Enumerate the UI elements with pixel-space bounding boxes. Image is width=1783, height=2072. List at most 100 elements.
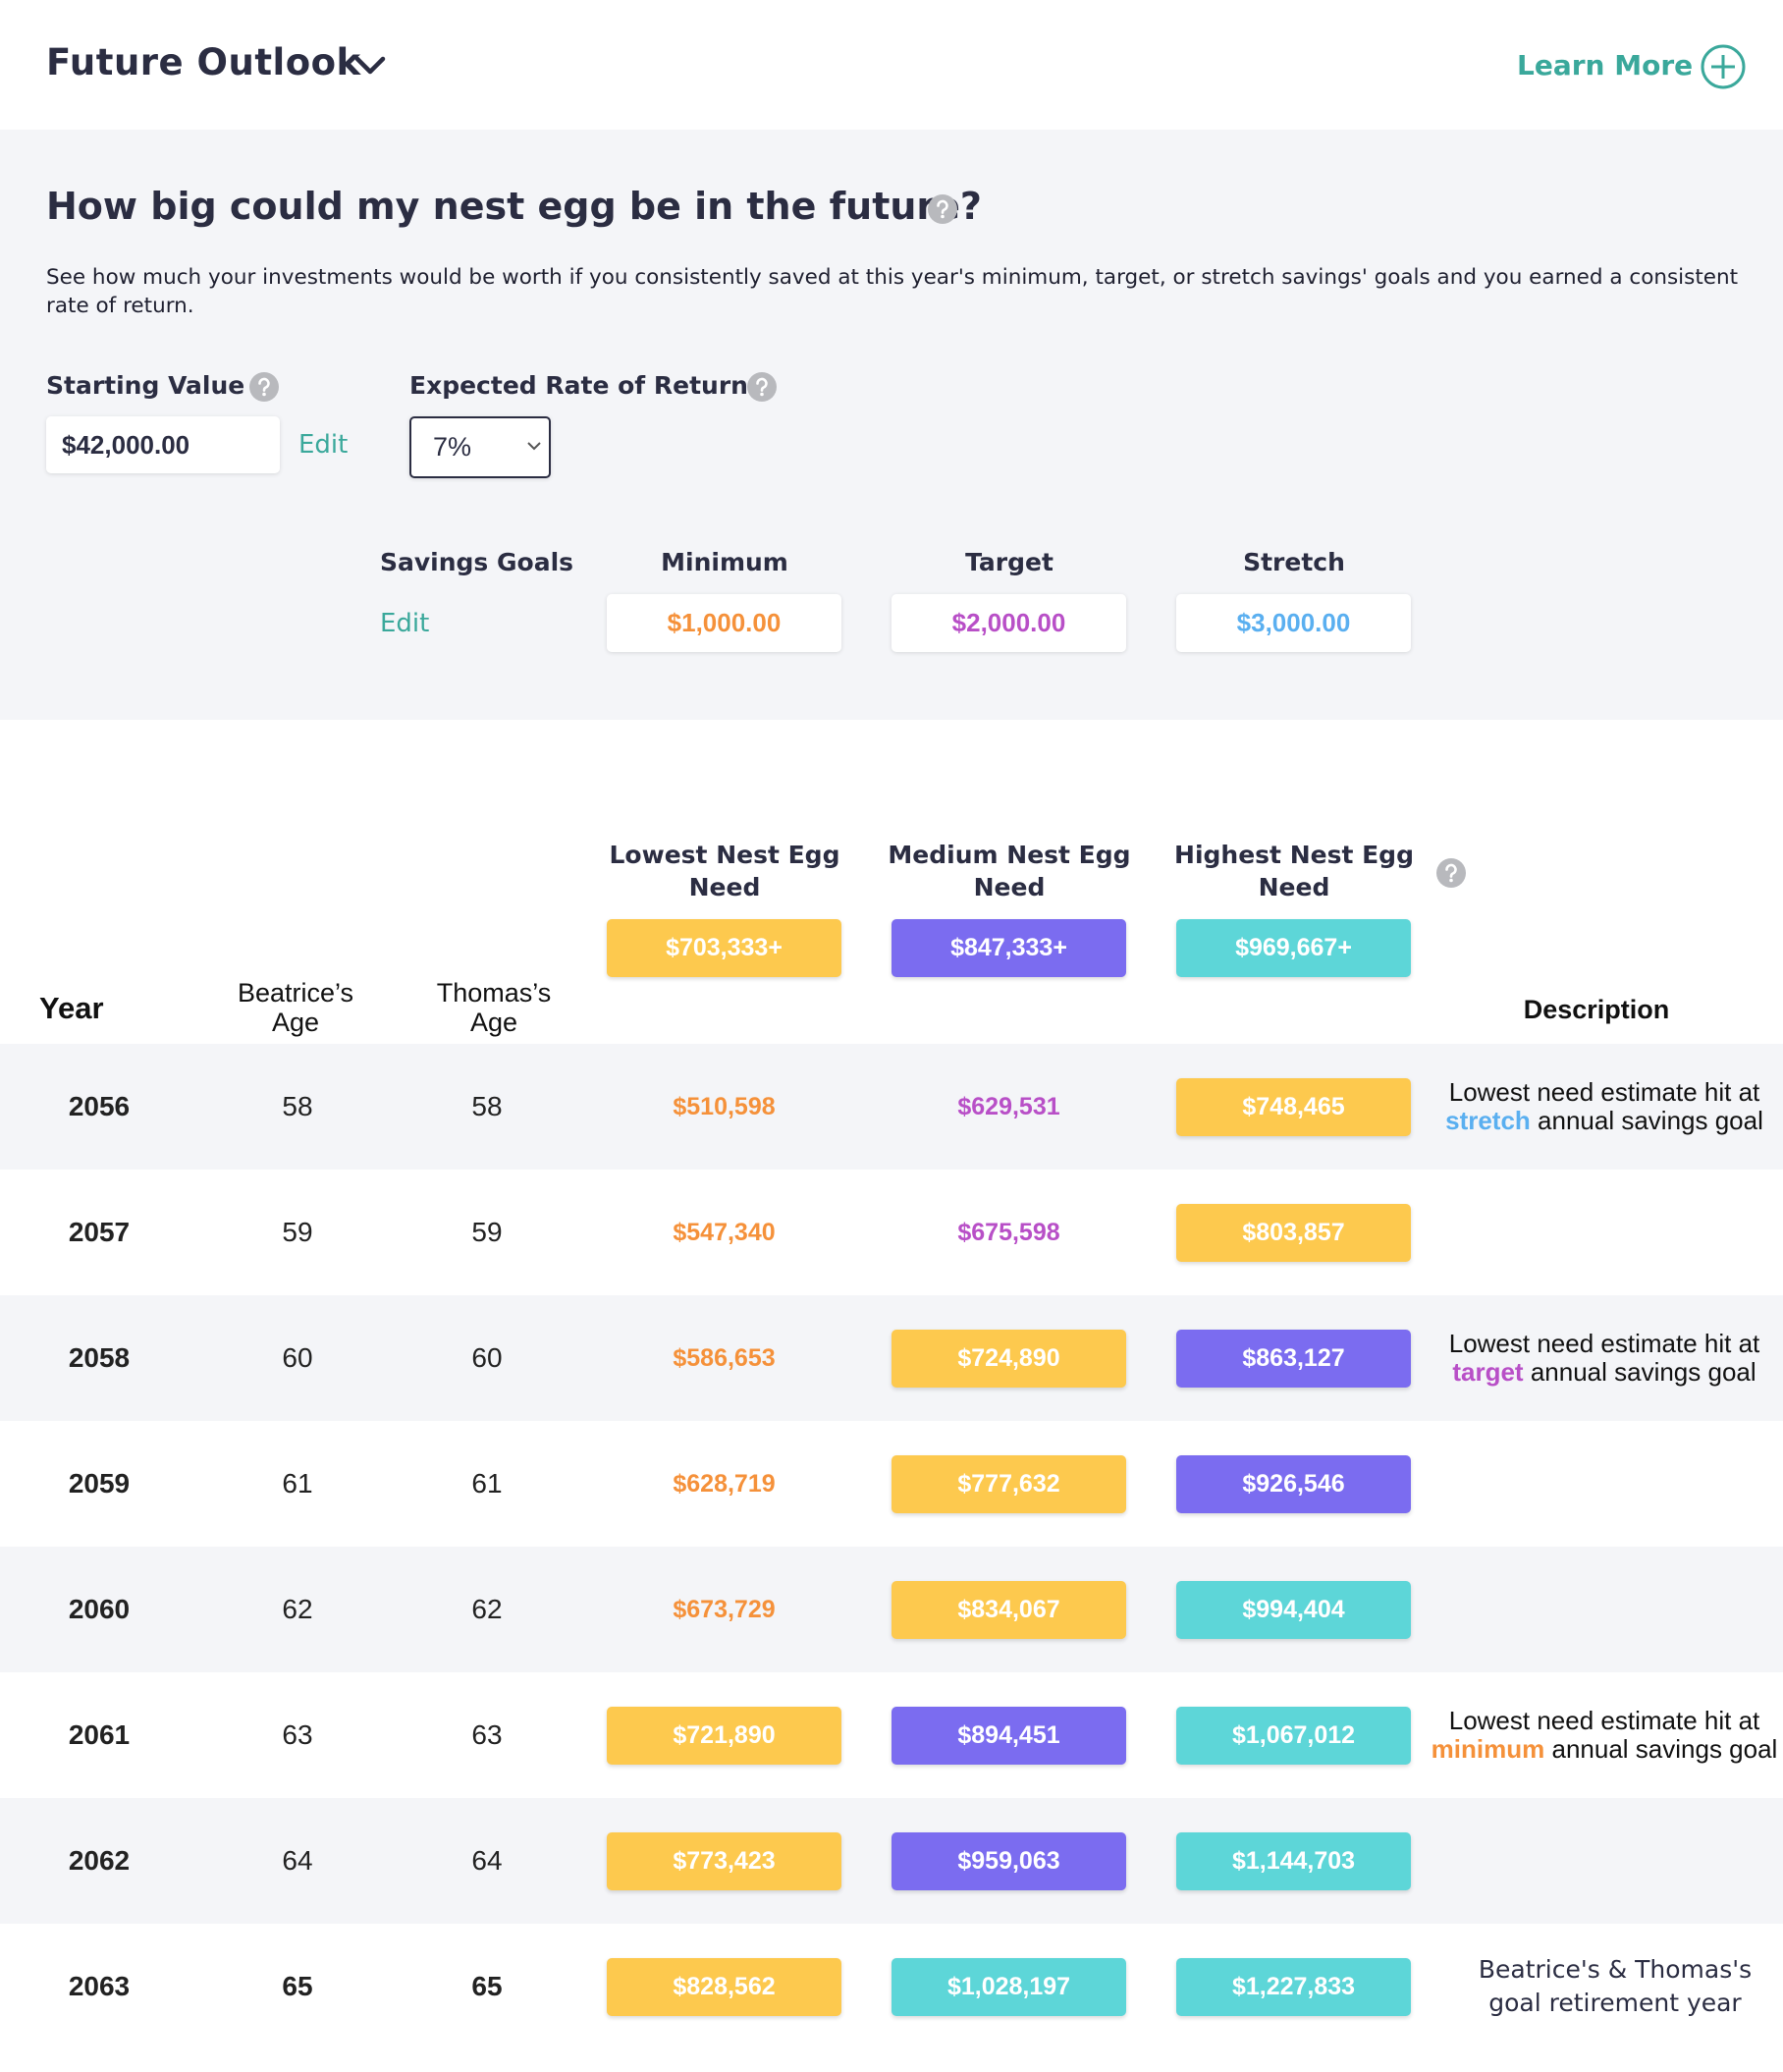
starting-value-input[interactable]: $42,000.00	[46, 416, 280, 473]
value-cell: $777,632	[892, 1421, 1126, 1547]
value-badge: $828,562	[607, 1957, 841, 2016]
age-cell: 61	[282, 1468, 313, 1499]
age-cell: 61	[471, 1468, 503, 1499]
age-cell: 62	[282, 1594, 313, 1624]
value-cell: $1,028,197	[892, 1924, 1126, 2049]
value-cell: $673,729	[607, 1547, 841, 1672]
age-cell: 58	[282, 1091, 313, 1121]
value-text: $547,340	[673, 1218, 776, 1246]
year-cell: 2061	[68, 1719, 131, 1750]
description-part: annual savings goal	[1538, 1106, 1763, 1135]
value-cell: $628,719	[607, 1421, 841, 1547]
value-text: $629,531	[957, 1092, 1060, 1120]
age-cell: 64	[471, 1845, 503, 1876]
value-cell: $959,063	[892, 1798, 1126, 1924]
description-cell: Lowest need estimate hit at stretch annu…	[1430, 1044, 1779, 1170]
year-cell: 2062	[68, 1845, 131, 1876]
need-badge: $703,333+	[607, 919, 841, 977]
table-row: 2059 61 61 $628,719 $777,632 $926,546	[0, 1421, 1783, 1547]
value-badge: $1,067,012	[1176, 1706, 1411, 1765]
value-cell: $1,144,703	[1176, 1798, 1411, 1924]
need-badge: $847,333+	[892, 919, 1126, 977]
goal-name: Minimum	[661, 548, 788, 576]
table-row: 2057 59 59 $547,340 $675,598 $803,857	[0, 1170, 1783, 1295]
section-heading: How big could my nest egg be in the futu…	[46, 185, 982, 228]
table-row: 2056 58 58 $510,598 $629,531 $748,465 Lowest n…	[0, 1044, 1783, 1170]
value-cell: $828,562	[607, 1924, 841, 2049]
age-cell: 65	[282, 1971, 313, 2001]
goal-value[interactable]: $3,000.00	[1176, 594, 1411, 652]
description-text: Lowest need estimate hit at target annua…	[1430, 1330, 1779, 1387]
help-icon[interactable]	[927, 193, 958, 225]
value-cell: $1,227,833	[1176, 1924, 1411, 2049]
help-icon[interactable]	[746, 371, 778, 403]
rate-value: 7%	[433, 432, 472, 462]
value-badge: $1,227,833	[1176, 1957, 1411, 2016]
age-header: Beatrice’s Age	[237, 978, 354, 1037]
goal-name: Target	[965, 548, 1054, 576]
year-cell: 2060	[68, 1594, 131, 1624]
value-text: $510,598	[673, 1092, 776, 1120]
age-cell: 60	[471, 1342, 503, 1373]
description-cell: Lowest need estimate hit at minimum annu…	[1430, 1672, 1779, 1798]
chevron-icon[interactable]	[353, 54, 387, 78]
help-icon[interactable]	[248, 371, 280, 403]
help-icon[interactable]	[1435, 857, 1467, 889]
description-text: Lowest need estimate hit at stretch annu…	[1430, 1078, 1779, 1135]
goal-highlight: target	[1452, 1357, 1524, 1387]
age-cell: 63	[471, 1719, 503, 1750]
value-badge: $926,546	[1176, 1454, 1411, 1513]
page-title[interactable]: Future Outlook	[46, 41, 361, 83]
year-header: Year	[39, 991, 104, 1025]
year-cell: 2056	[68, 1091, 131, 1121]
value-cell: $675,598	[892, 1170, 1126, 1295]
age-cell: 65	[471, 1971, 503, 2001]
table-row: 2062 64 64 $773,423 $959,063 $1,144,703	[0, 1798, 1783, 1924]
value-badge: $721,890	[607, 1706, 841, 1765]
description-part: annual savings goal	[1530, 1357, 1756, 1387]
value-cell: $629,531	[892, 1044, 1126, 1170]
description-part: annual savings goal	[1551, 1734, 1778, 1764]
value-cell: $724,890	[892, 1295, 1126, 1421]
year-cell: 2059	[68, 1468, 131, 1499]
value-cell: $894,451	[892, 1672, 1126, 1798]
need-badge: $969,667+	[1176, 919, 1411, 977]
value-cell: $510,598	[607, 1044, 841, 1170]
section-description: See how much your investments would be w…	[46, 265, 1739, 318]
need-header: Lowest Nest Egg Need	[609, 841, 840, 901]
savings-goals-label: Savings Goals	[380, 548, 574, 576]
description-text: Lowest need estimate hit at minimum annu…	[1430, 1707, 1779, 1764]
age-cell: 58	[471, 1091, 503, 1121]
goal-value[interactable]: $1,000.00	[607, 594, 841, 652]
plus-icon[interactable]	[1699, 42, 1748, 91]
learn-more-link[interactable]: Learn More	[1517, 49, 1694, 82]
value-cell: $994,404	[1176, 1547, 1411, 1672]
year-cell: 2057	[68, 1217, 131, 1247]
value-cell: $773,423	[607, 1798, 841, 1924]
need-header: Medium Nest Egg Need	[888, 841, 1131, 901]
edit-link[interactable]: Edit	[380, 609, 430, 638]
description-part: Lowest need estimate hit at	[1448, 1706, 1760, 1735]
value-badge: $803,857	[1176, 1203, 1411, 1262]
rate-select[interactable]: 7%	[409, 416, 551, 478]
value-badge: $959,063	[892, 1831, 1126, 1890]
age-cell: 60	[282, 1342, 313, 1373]
value-badge: $748,465	[1176, 1077, 1411, 1136]
year-cell: 2058	[68, 1342, 131, 1373]
edit-link[interactable]: Edit	[298, 430, 349, 460]
goal-value[interactable]: $2,000.00	[892, 594, 1126, 652]
value-badge: $994,404	[1176, 1580, 1411, 1639]
description-header: Description	[1523, 995, 1670, 1024]
table-row: 2063 65 65 $828,562 $1,028,197 $1,227,833 Beat…	[0, 1924, 1783, 2049]
goal-highlight: stretch	[1445, 1106, 1531, 1135]
need-header: Highest Nest Egg Need	[1174, 841, 1414, 901]
value-badge: $1,028,197	[892, 1957, 1126, 2016]
value-cell: $863,127	[1176, 1295, 1411, 1421]
age-cell: 63	[282, 1719, 313, 1750]
goal-highlight: minimum	[1431, 1734, 1545, 1764]
description-cell: Beatrice's & Thomas's goal retirement ye…	[1463, 1924, 1767, 2049]
value-cell: $834,067	[892, 1547, 1126, 1672]
age-cell: 59	[471, 1217, 503, 1247]
rate-label: Expected Rate of Return	[409, 371, 748, 400]
